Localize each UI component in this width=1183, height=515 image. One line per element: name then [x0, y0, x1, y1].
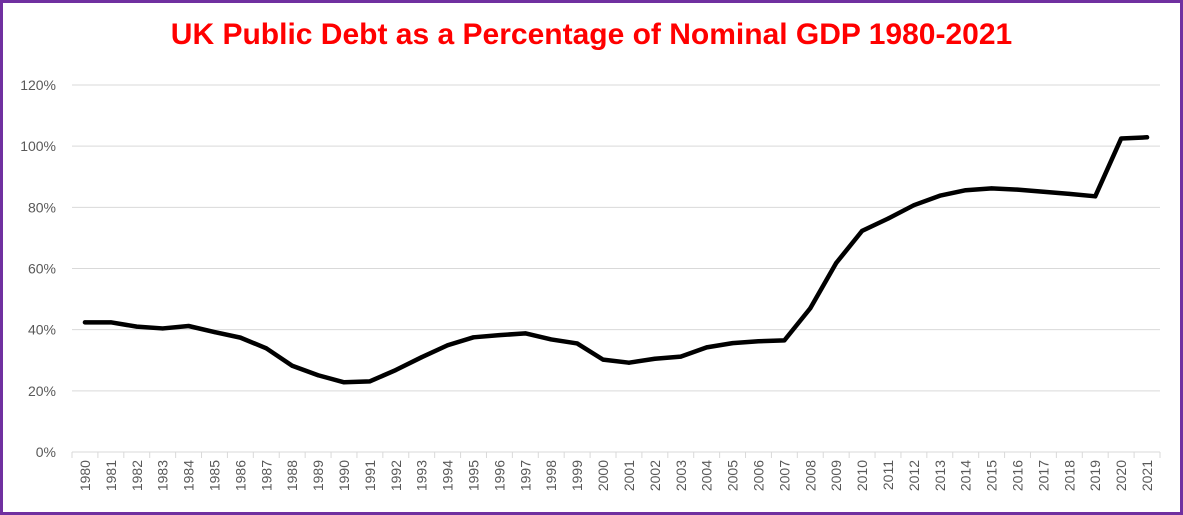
x-tick-label: 1981: [103, 460, 119, 491]
data-point: [1067, 191, 1072, 196]
y-tick-label: 0%: [36, 444, 56, 460]
data-point: [367, 379, 372, 384]
x-tick-label: 1982: [129, 460, 145, 491]
data-point: [808, 306, 813, 311]
chart-title: UK Public Debt as a Percentage of Nomina…: [170, 18, 1013, 51]
data-point: [549, 337, 554, 342]
x-tick-label: 2016: [1010, 460, 1026, 491]
y-tick-label: 100%: [20, 138, 56, 154]
x-tick-label: 1999: [569, 460, 585, 491]
data-point: [937, 193, 942, 198]
data-point: [963, 188, 968, 193]
x-tick-label: 2017: [1035, 460, 1051, 491]
data-point: [756, 339, 761, 344]
y-tick-label: 40%: [28, 322, 56, 338]
series-line: [82, 135, 1150, 385]
data-point: [445, 343, 450, 348]
x-tick-label: 1988: [284, 460, 300, 491]
data-point: [989, 186, 994, 191]
x-tick-label: 2007: [776, 460, 792, 491]
x-tick-label: 1995: [466, 460, 482, 491]
x-tick-label: 2014: [958, 460, 974, 491]
data-point: [911, 203, 916, 208]
data-point: [601, 357, 606, 362]
data-point: [1015, 187, 1020, 192]
data-point: [860, 228, 865, 233]
data-point: [834, 260, 839, 265]
data-point: [108, 320, 113, 325]
x-tick-label: 1987: [258, 460, 274, 491]
data-point: [1041, 189, 1046, 194]
data-point: [575, 341, 580, 346]
x-tick-label: 2001: [621, 460, 637, 491]
data-point: [264, 346, 269, 351]
data-point: [134, 324, 139, 329]
x-tick-label: 1998: [543, 460, 559, 491]
x-tick-label: 2004: [699, 460, 715, 491]
data-point: [471, 335, 476, 340]
x-tick-label: 2008: [802, 460, 818, 491]
x-tick-label: 1994: [440, 460, 456, 491]
y-tick-label: 120%: [20, 77, 56, 93]
x-tick-label: 2021: [1139, 460, 1155, 491]
x-tick-label: 2020: [1113, 460, 1129, 491]
x-tick-label: 2006: [750, 460, 766, 491]
x-tick-label: 2012: [906, 460, 922, 491]
x-axis-tick-labels: 1980 1981 1982 1983 1984 1985 1986 1987 1988 1989…: [77, 460, 1155, 491]
y-tick-label: 80%: [28, 199, 56, 215]
x-tick-label: 2002: [647, 460, 663, 491]
x-tick-label: 1990: [336, 460, 352, 491]
data-point: [419, 355, 424, 360]
x-tick-label: 2005: [725, 460, 741, 491]
x-tick-label: 1985: [206, 460, 222, 491]
data-point: [316, 373, 321, 378]
data-point: [82, 320, 87, 325]
x-tick-label: 1986: [232, 460, 248, 491]
data-point: [290, 363, 295, 368]
x-tick-label: 2018: [1061, 460, 1077, 491]
data-point: [886, 216, 890, 221]
data-point: [186, 323, 191, 328]
data-point: [497, 333, 502, 338]
data-point: [238, 335, 243, 340]
x-tick-label: 2003: [673, 460, 689, 491]
x-tick-label: 2011: [880, 460, 896, 490]
x-tick-label: 1996: [491, 460, 507, 491]
data-point: [393, 368, 398, 373]
x-tick-label: 1992: [388, 460, 404, 491]
y-tick-label: 20%: [28, 383, 56, 399]
x-tick-label: 2009: [828, 460, 844, 491]
x-tick-label: 2010: [854, 460, 870, 491]
x-tick-label: 1980: [77, 460, 93, 491]
x-tick-label: 1997: [517, 460, 533, 491]
data-point: [730, 341, 735, 346]
x-tick-label: 1984: [181, 460, 197, 491]
data-point: [704, 345, 709, 350]
data-point: [1093, 194, 1098, 199]
data-point: [652, 356, 657, 361]
data-point: [626, 360, 631, 365]
series-layer: [82, 135, 1150, 385]
x-tick-label: 2000: [595, 460, 611, 491]
gridlines: [71, 84, 1161, 458]
data-point: [678, 354, 683, 359]
x-tick-label: 1993: [414, 460, 430, 491]
x-tick-label: 2015: [984, 460, 1000, 491]
data-point: [523, 331, 528, 336]
x-tick-label: 1989: [310, 460, 326, 491]
data-point: [1119, 136, 1124, 141]
x-tick-label: 2019: [1087, 460, 1103, 491]
y-axis-tick-labels: 0% 20% 40% 60% 80% 100% 120%: [20, 77, 56, 460]
x-tick-label: 2013: [932, 460, 948, 491]
data-point: [1145, 135, 1150, 140]
x-tick-label: 1991: [362, 460, 378, 491]
data-point: [160, 326, 165, 331]
data-point: [782, 338, 787, 343]
data-point: [212, 330, 217, 335]
data-point: [342, 380, 346, 385]
y-tick-label: 60%: [28, 261, 56, 277]
x-tick-label: 1983: [155, 460, 171, 491]
